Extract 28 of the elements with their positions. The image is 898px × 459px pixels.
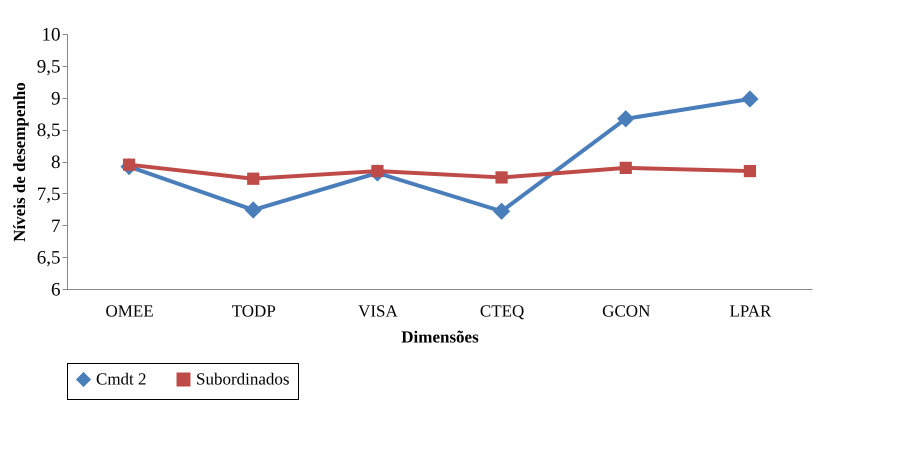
point xyxy=(617,110,634,128)
point xyxy=(371,164,384,178)
y-tick-label: 7 xyxy=(51,216,60,237)
x-tick-label: OMEE xyxy=(105,302,154,320)
point xyxy=(495,171,508,184)
point xyxy=(744,164,756,178)
y-tick-label: 8 xyxy=(51,152,60,173)
x-tick-label: GCON xyxy=(602,302,650,320)
y-tick-label: 6 xyxy=(51,280,60,300)
y-tick-label: 7,5 xyxy=(36,184,60,205)
y-tick-label: 10 xyxy=(42,24,60,46)
point xyxy=(247,172,260,185)
x-axis-title: Dimensões xyxy=(401,328,480,346)
y-tick-label: 8,5 xyxy=(36,120,60,142)
legend-label: Subordinados xyxy=(196,370,290,389)
x-tick-label: VISA xyxy=(358,302,398,320)
x-tick-label: TODP xyxy=(232,302,276,320)
point xyxy=(741,90,759,108)
y-tick-label: 9,5 xyxy=(36,56,60,78)
point xyxy=(620,162,632,174)
y-tick-label: 9 xyxy=(51,88,60,110)
legend-label: Cmdt 2 xyxy=(96,370,147,389)
point xyxy=(244,201,262,219)
y-axis-title: Níveis de desempenho xyxy=(10,82,29,242)
y-tick-label: 6,5 xyxy=(36,248,60,269)
x-tick-label: CTEQ xyxy=(480,302,524,320)
x-tick-label: LPAR xyxy=(729,302,772,320)
point xyxy=(492,202,510,220)
